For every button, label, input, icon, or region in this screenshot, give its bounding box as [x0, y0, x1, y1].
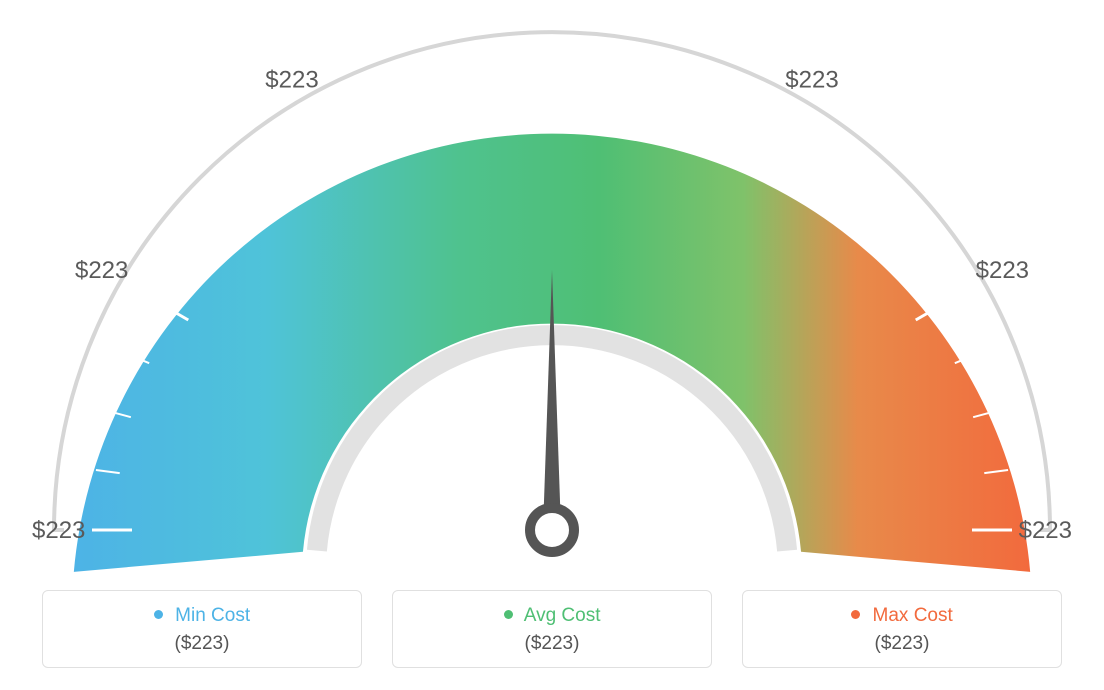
gauge-svg: $223 $223 $223 $223 $223 $223 $223: [22, 20, 1082, 580]
cost-gauge-chart: $223 $223 $223 $223 $223 $223 $223: [22, 20, 1082, 580]
legend-avg-value: ($223): [403, 633, 701, 655]
legend-row: Min Cost ($223) Avg Cost ($223) Max Cost…: [22, 590, 1082, 668]
legend-label-text: Max Cost: [873, 605, 953, 626]
svg-text:$223: $223: [265, 67, 318, 94]
legend-avg: Avg Cost ($223): [392, 590, 712, 668]
svg-text:$223: $223: [785, 67, 838, 94]
legend-max-label: Max Cost: [753, 605, 1051, 627]
svg-text:$223: $223: [75, 257, 128, 284]
svg-text:$223: $223: [32, 517, 85, 544]
legend-label-text: Min Cost: [175, 605, 250, 626]
legend-label-text: Avg Cost: [524, 605, 601, 626]
svg-text:$223: $223: [1019, 517, 1072, 544]
legend-min: Min Cost ($223): [42, 590, 362, 668]
legend-min-label: Min Cost: [53, 605, 351, 627]
bullet-icon: [154, 610, 163, 619]
bullet-icon: [504, 610, 513, 619]
legend-max: Max Cost ($223): [742, 590, 1062, 668]
bullet-icon: [851, 610, 860, 619]
svg-text:$223: $223: [976, 257, 1029, 284]
legend-max-value: ($223): [753, 633, 1051, 655]
legend-min-value: ($223): [53, 633, 351, 655]
legend-avg-label: Avg Cost: [403, 605, 701, 627]
svg-text:$223: $223: [525, 20, 578, 24]
